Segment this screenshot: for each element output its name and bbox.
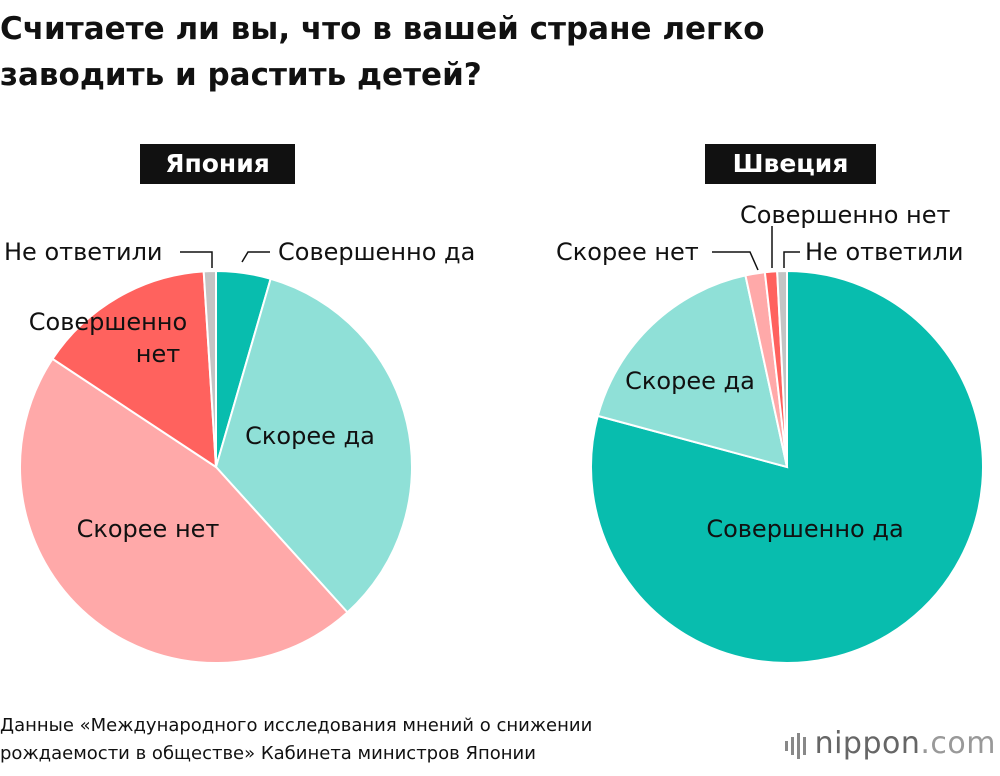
slice-label-japan-4: Не ответили [4, 238, 163, 266]
pie-slice-sweden-1 [596, 274, 789, 469]
leader-line-sweden-2 [712, 251, 759, 271]
leader-line-japan-4 [180, 251, 213, 268]
logo-name: nippon [814, 726, 921, 761]
slice-label-japan-3: Совершенно нет [29, 308, 187, 368]
pie-slice-japan-1 [214, 277, 413, 614]
pie-japan [19, 269, 413, 664]
logo-suffix: .com [920, 726, 996, 761]
leader-line-japan-0 [241, 251, 270, 263]
pie-slice-sweden-4 [776, 269, 788, 468]
slice-label-japan-1: Скорее да [245, 422, 375, 450]
source-line-1: Данные «Международного исследования мнен… [0, 715, 593, 736]
leader-line-sweden-4 [783, 251, 800, 268]
pie-slice-japan-2 [19, 357, 349, 664]
pie-sweden [590, 269, 984, 664]
source-note: Данные «Международного исследования мнен… [0, 712, 740, 768]
page-title: Считаете ли вы, что в вашей стране легко… [0, 11, 765, 93]
slice-label-sweden-0: Совершенно да [706, 515, 903, 543]
slice-label-japan-0: Совершенно да [278, 238, 475, 266]
slice-label-sweden-2: Скорее нет [556, 238, 699, 266]
pie-labels: Совершенно да Скорее да Скорее нет Совершен… [4, 201, 964, 543]
slice-label-sweden-1: Скорее да [625, 367, 755, 395]
slice-label-sweden-3: Совершенно нет [740, 201, 950, 229]
chart-title-japan: Япония [140, 144, 295, 184]
slice-label-sweden-4: Не ответили [805, 238, 964, 266]
source-line-2: рождаемости в обществе» Кабинета министр… [0, 743, 536, 764]
logo-bars-icon [784, 727, 809, 762]
slice-label-japan-2: Скорее нет [77, 515, 220, 543]
chart-title-sweden: Швеция [705, 144, 876, 184]
pie-slice-japan-4 [202, 269, 217, 468]
pie-charts: Совершенно да Скорее да Скорее нет Совершен… [4, 201, 984, 664]
nippon-logo: nippon.com [784, 726, 996, 762]
pie-slice-japan-3 [51, 270, 218, 469]
